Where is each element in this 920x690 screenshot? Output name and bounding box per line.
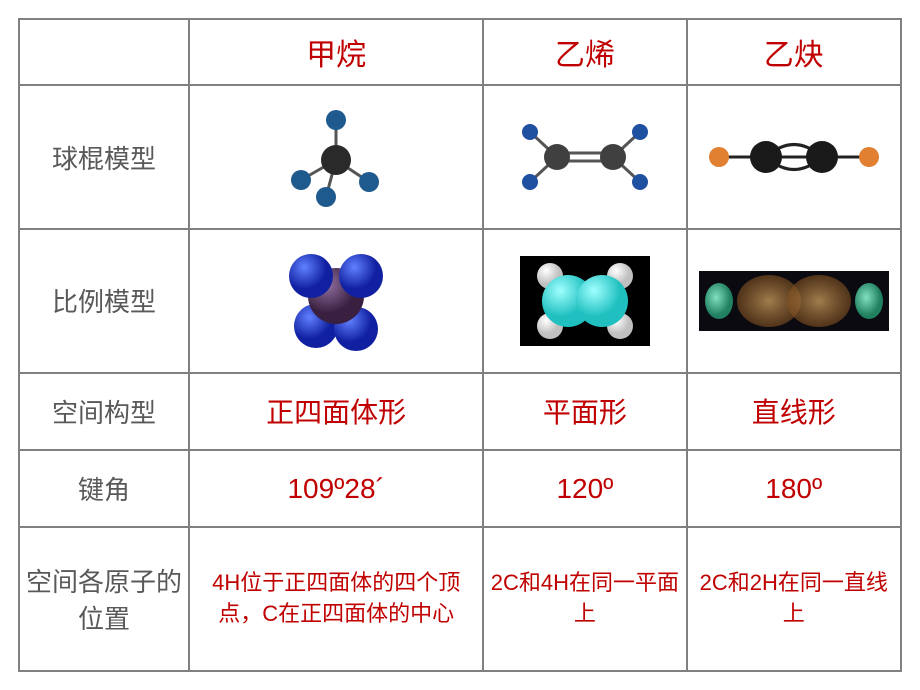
angle-ethylene: 120º (483, 450, 686, 527)
col-ethylene: 乙烯 (483, 19, 686, 85)
geometry-methane: 正四面体形 (189, 373, 483, 450)
geometry-ethylene: 平面形 (483, 373, 686, 450)
label-bond-angle: 键角 (19, 450, 189, 527)
row-bond-angle: 键角 109º28´ 120º 180º (19, 450, 901, 527)
row-geometry: 空间构型 正四面体形 平面形 直线形 (19, 373, 901, 450)
label-atom-position: 空间各原子的位置 (19, 527, 189, 671)
angle-acetylene: 180º (687, 450, 901, 527)
col-methane: 甲烷 (189, 19, 483, 85)
molecule-table: 甲烷 乙烯 乙炔 球棍模型 (18, 18, 902, 672)
ball-stick-methane (189, 85, 483, 229)
acetylene-ballstick-icon (694, 117, 894, 197)
position-methane: 4H位于正四面体的四个顶点，C在正四面体的中心 (189, 527, 483, 671)
ball-stick-acetylene (687, 85, 901, 229)
acetylene-orbital-icon (694, 256, 894, 346)
methane-spacefill-icon (271, 241, 401, 361)
methane-ballstick-icon (271, 102, 401, 212)
geometry-acetylene: 直线形 (687, 373, 901, 450)
space-fill-methane (189, 229, 483, 373)
space-fill-acetylene (687, 229, 901, 373)
ethylene-spacefill-icon (510, 246, 660, 356)
col-acetylene: 乙炔 (687, 19, 901, 85)
ball-stick-ethylene (483, 85, 686, 229)
angle-methane: 109º28´ (189, 450, 483, 527)
header-row: 甲烷 乙烯 乙炔 (19, 19, 901, 85)
ethylene-ballstick-icon (495, 102, 675, 212)
label-ball-stick: 球棍模型 (19, 85, 189, 229)
position-ethylene: 2C和4H在同一平面上 (483, 527, 686, 671)
position-acetylene: 2C和2H在同一直线上 (687, 527, 901, 671)
corner-cell (19, 19, 189, 85)
space-fill-ethylene (483, 229, 686, 373)
row-ball-stick: 球棍模型 (19, 85, 901, 229)
label-space-fill: 比例模型 (19, 229, 189, 373)
row-atom-position: 空间各原子的位置 4H位于正四面体的四个顶点，C在正四面体的中心 2C和4H在同… (19, 527, 901, 671)
label-geometry: 空间构型 (19, 373, 189, 450)
row-space-fill: 比例模型 (19, 229, 901, 373)
